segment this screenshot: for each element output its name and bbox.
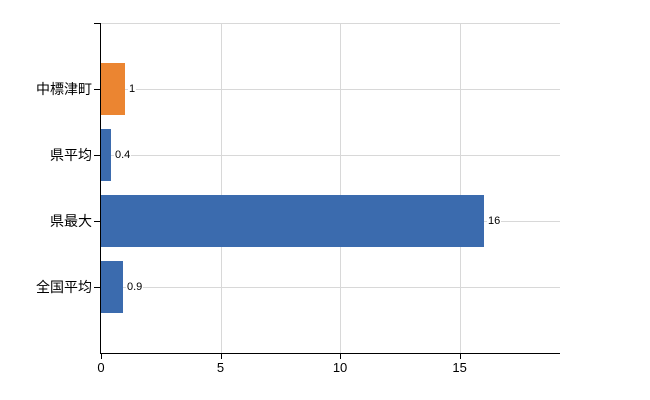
plot-top-border (101, 23, 560, 24)
y-axis-line (100, 23, 101, 354)
x-tick-label-5: 5 (216, 360, 225, 375)
gridline-x-15 (459, 24, 461, 353)
bar-県最大 (101, 195, 484, 247)
gridline-x-5 (220, 24, 222, 353)
y-axis-top-tick (94, 23, 101, 24)
x-tick-label-10: 10 (332, 360, 348, 375)
bar-value-label: 0.4 (114, 149, 132, 162)
category-label: 県最大 (50, 213, 92, 229)
category-label: 中標津町 (36, 81, 92, 97)
x-tick-0 (101, 354, 102, 359)
x-tick-label-15: 15 (452, 360, 467, 375)
bar-県平均 (101, 129, 111, 181)
bar-value-label: 0.9 (126, 281, 144, 294)
row-gridline (101, 155, 560, 156)
row-gridline (101, 89, 560, 90)
x-tick-label-0: 0 (97, 360, 105, 375)
bar-value-label: 16 (487, 215, 502, 228)
y-tick (94, 221, 101, 222)
x-tick-5 (220, 354, 222, 359)
y-tick (94, 155, 101, 156)
y-tick (94, 89, 101, 90)
bar-中標津町 (101, 63, 125, 115)
row-gridline (101, 287, 560, 288)
bar-全国平均 (101, 261, 123, 313)
category-label: 県平均 (50, 147, 92, 163)
x-tick-10 (340, 354, 342, 359)
y-tick (94, 287, 101, 288)
bar-value-label: 1 (128, 83, 137, 96)
category-label: 全国平均 (36, 279, 92, 295)
x-tick-15 (459, 354, 461, 359)
x-axis-line (100, 353, 560, 354)
gridline-x-10 (340, 24, 342, 353)
